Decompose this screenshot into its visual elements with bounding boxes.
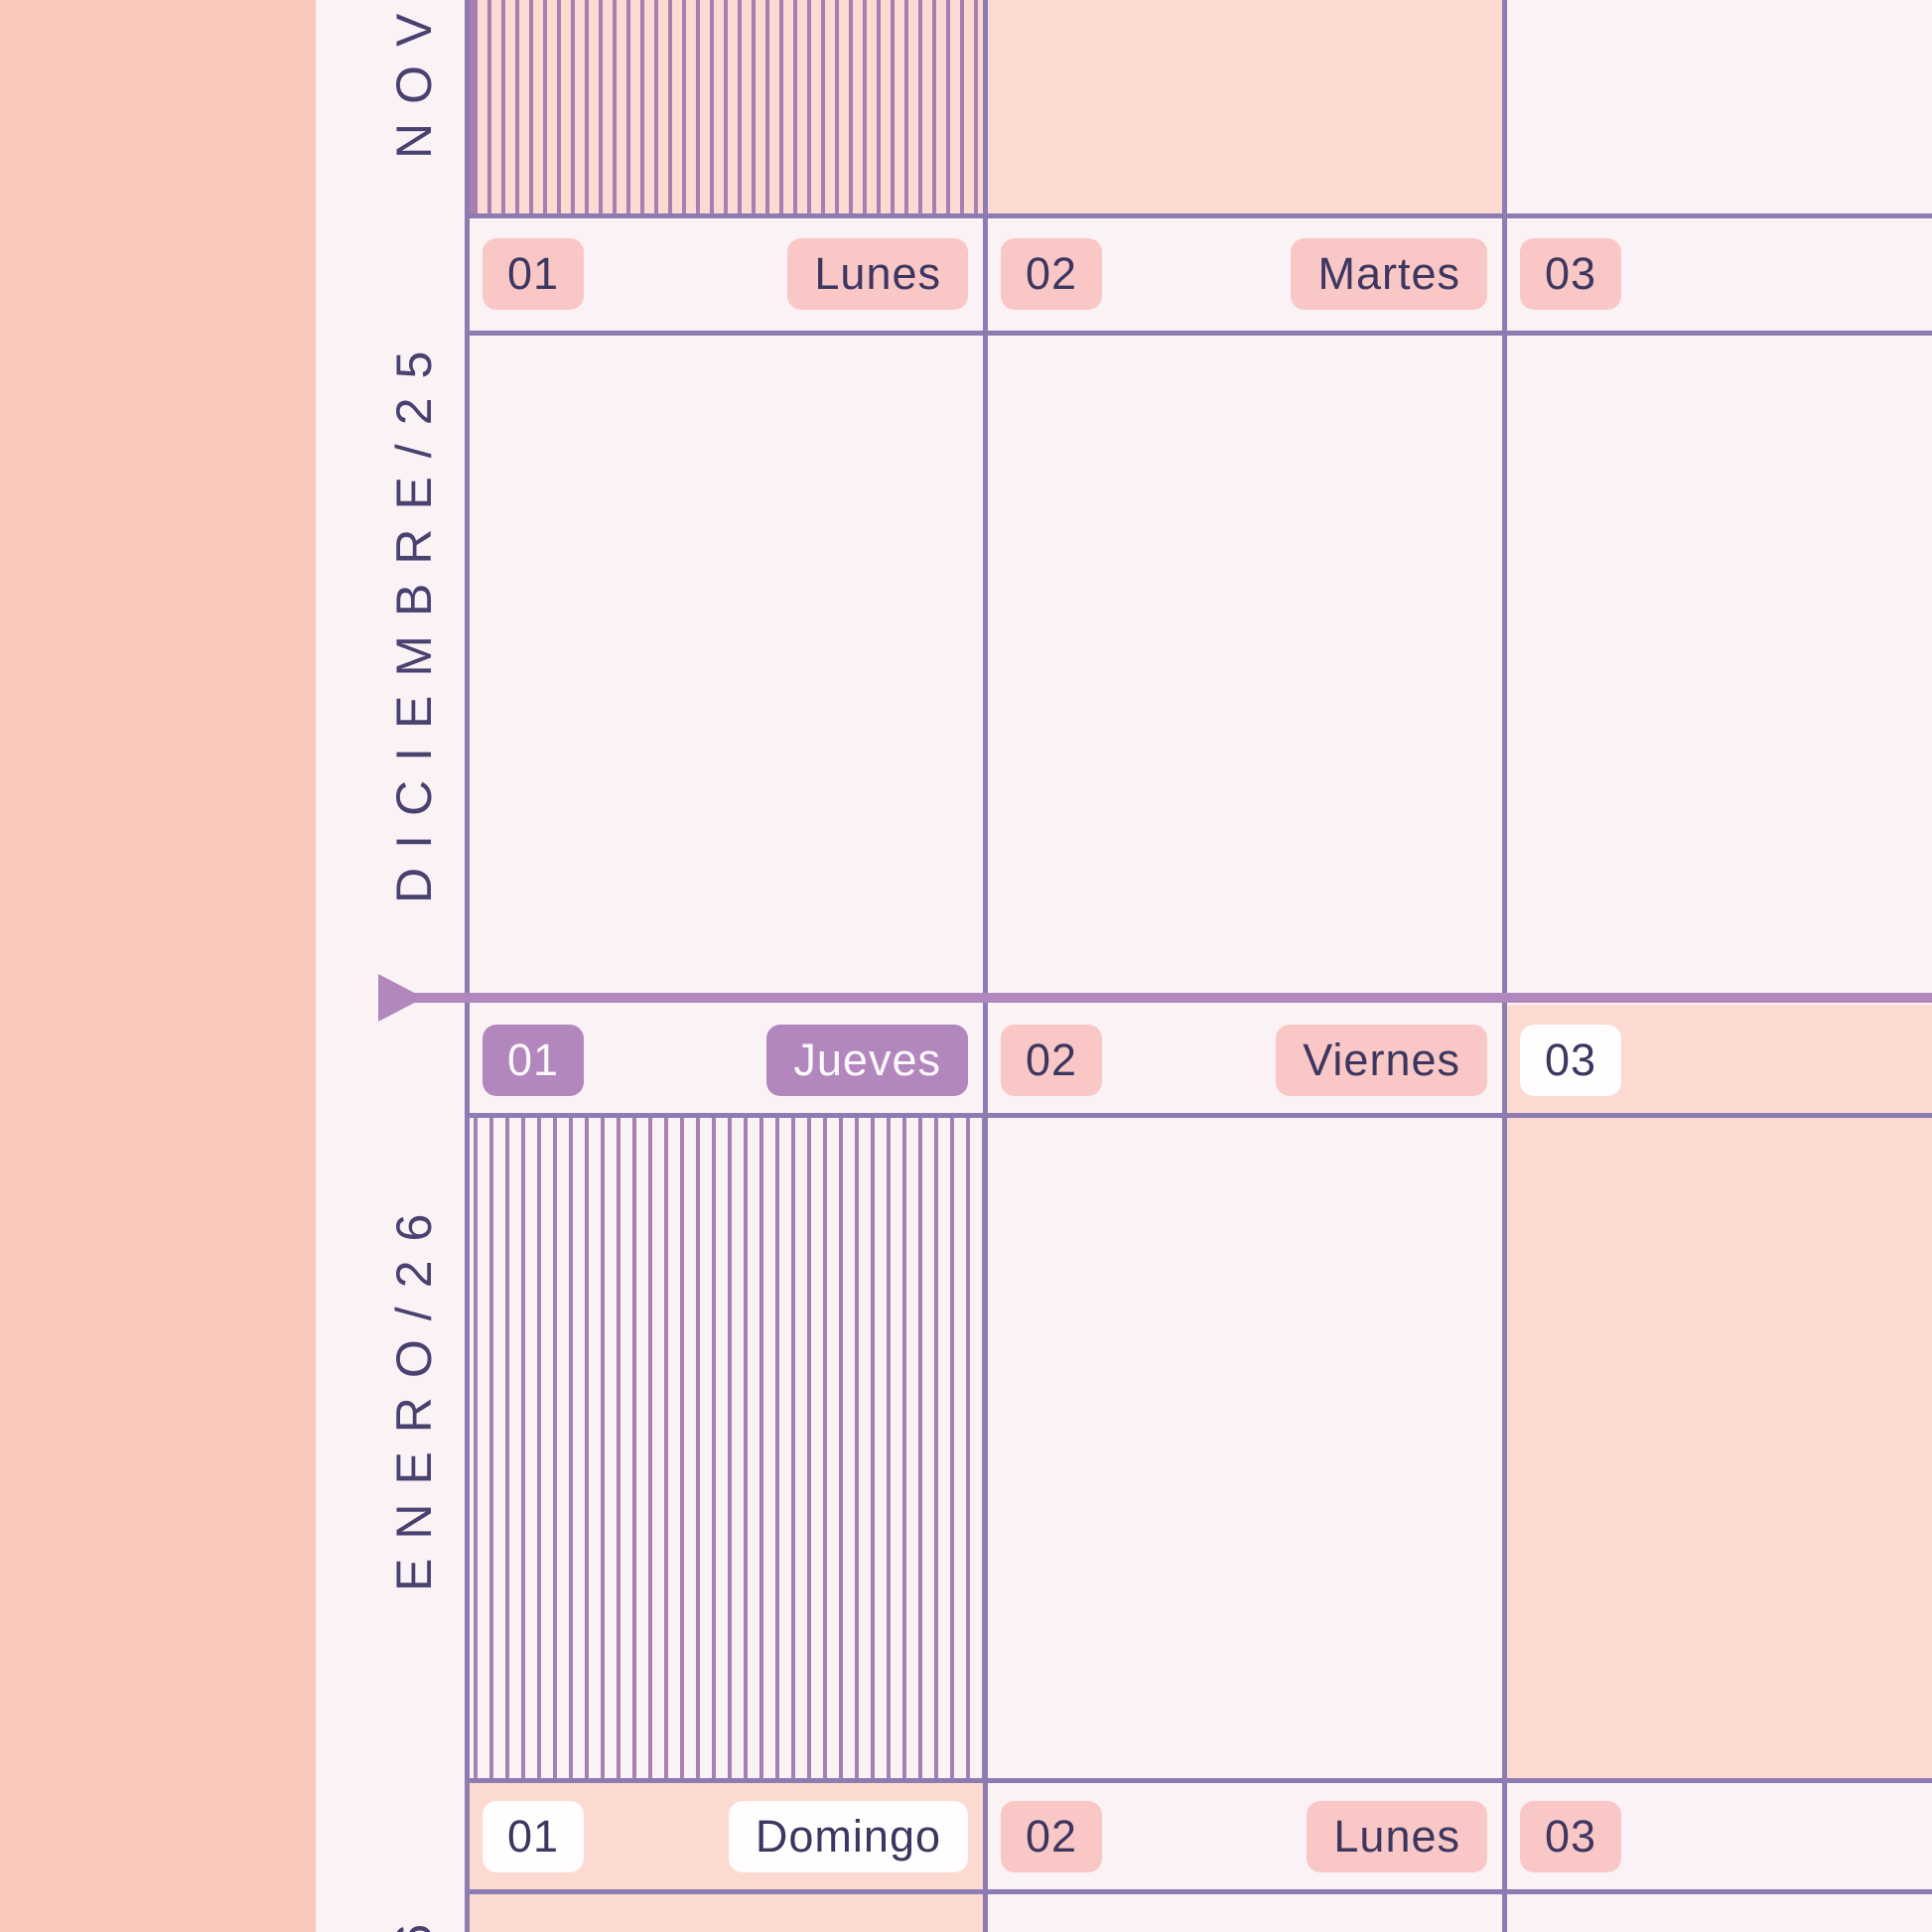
day-cell-nov-02-weekend	[983, 0, 1502, 215]
day-header-dic-03: 03 Miércoles	[1502, 215, 1932, 333]
day-header-ene-02: 02 Viernes	[983, 1005, 1502, 1116]
day-cell-nov-01-holiday	[465, 0, 983, 215]
day-name-chip: Lunes	[1307, 1800, 1487, 1872]
grid-line-horizontal	[465, 331, 1932, 336]
day-name-chip: Martes	[1291, 238, 1487, 310]
day-cell-ene-02	[983, 1116, 1502, 1780]
day-name-chip: Viernes	[1276, 1025, 1487, 1096]
day-number-chip: 01	[483, 1800, 585, 1872]
day-cell-ene-01-holiday	[465, 1116, 983, 1780]
day-cell-feb-01-weekend	[465, 1892, 983, 1932]
day-cell-feb-02	[983, 1892, 1502, 1932]
day-header-dic-02: 02 Martes	[983, 215, 1502, 333]
day-name-chip: Domingo	[728, 1800, 968, 1872]
grid-line-horizontal	[465, 1778, 1932, 1783]
grid-line-horizontal	[465, 1113, 1932, 1118]
day-header-dic-01: 01 Lunes	[465, 215, 983, 333]
day-cell-dic-02	[983, 333, 1502, 993]
year-divider-line	[405, 993, 1932, 1003]
grid-line-horizontal	[465, 213, 1932, 218]
day-cell-dic-03	[1502, 333, 1932, 993]
day-number-chip: 01	[483, 1025, 585, 1096]
day-number-chip: 02	[1001, 1025, 1103, 1096]
day-number-chip: 03	[1520, 1800, 1622, 1872]
grid-line-horizontal	[465, 1889, 1932, 1894]
day-cell-nov-03	[1502, 0, 1932, 215]
day-number-chip: 02	[1001, 1800, 1103, 1872]
day-name-chip: Jueves	[766, 1025, 968, 1096]
grid-line-vertical	[983, 0, 988, 1932]
day-number-chip: 03	[1520, 238, 1622, 310]
month-label-diciembre-25: DICIEMBRE/25	[386, 332, 442, 903]
day-cell-dic-01	[465, 333, 983, 993]
day-header-ene-01-holiday: 01 Jueves	[465, 1005, 983, 1116]
grid-line-vertical	[1502, 0, 1507, 1932]
day-number-chip: 03	[1520, 1025, 1622, 1096]
day-number-chip: 01	[483, 238, 585, 310]
day-header-feb-03: 03 Martes	[1502, 1780, 1932, 1892]
wall-background	[0, 0, 316, 1932]
day-header-ene-03-weekend: 03 Sábado	[1502, 1005, 1932, 1116]
day-number-chip: 02	[1001, 238, 1103, 310]
month-label-noviembre-25: NOVIEMBRE/25	[383, 0, 445, 159]
day-header-feb-02: 02 Lunes	[983, 1780, 1502, 1892]
month-label-febrero-26: FEBRERO/26	[383, 1708, 445, 1932]
day-cell-ene-03-weekend	[1502, 1116, 1932, 1780]
planner-sheet: NOVIEMBRE/25 DICIEMBRE/25 ENERO/26 FEBRE…	[316, 0, 1932, 1932]
day-header-feb-01-weekend: 01 Domingo	[465, 1780, 983, 1892]
day-cell-feb-03	[1502, 1892, 1932, 1932]
day-name-chip: Lunes	[787, 238, 968, 310]
grid-line-vertical	[465, 0, 470, 1932]
year-divider-arrow-icon	[378, 974, 424, 1022]
